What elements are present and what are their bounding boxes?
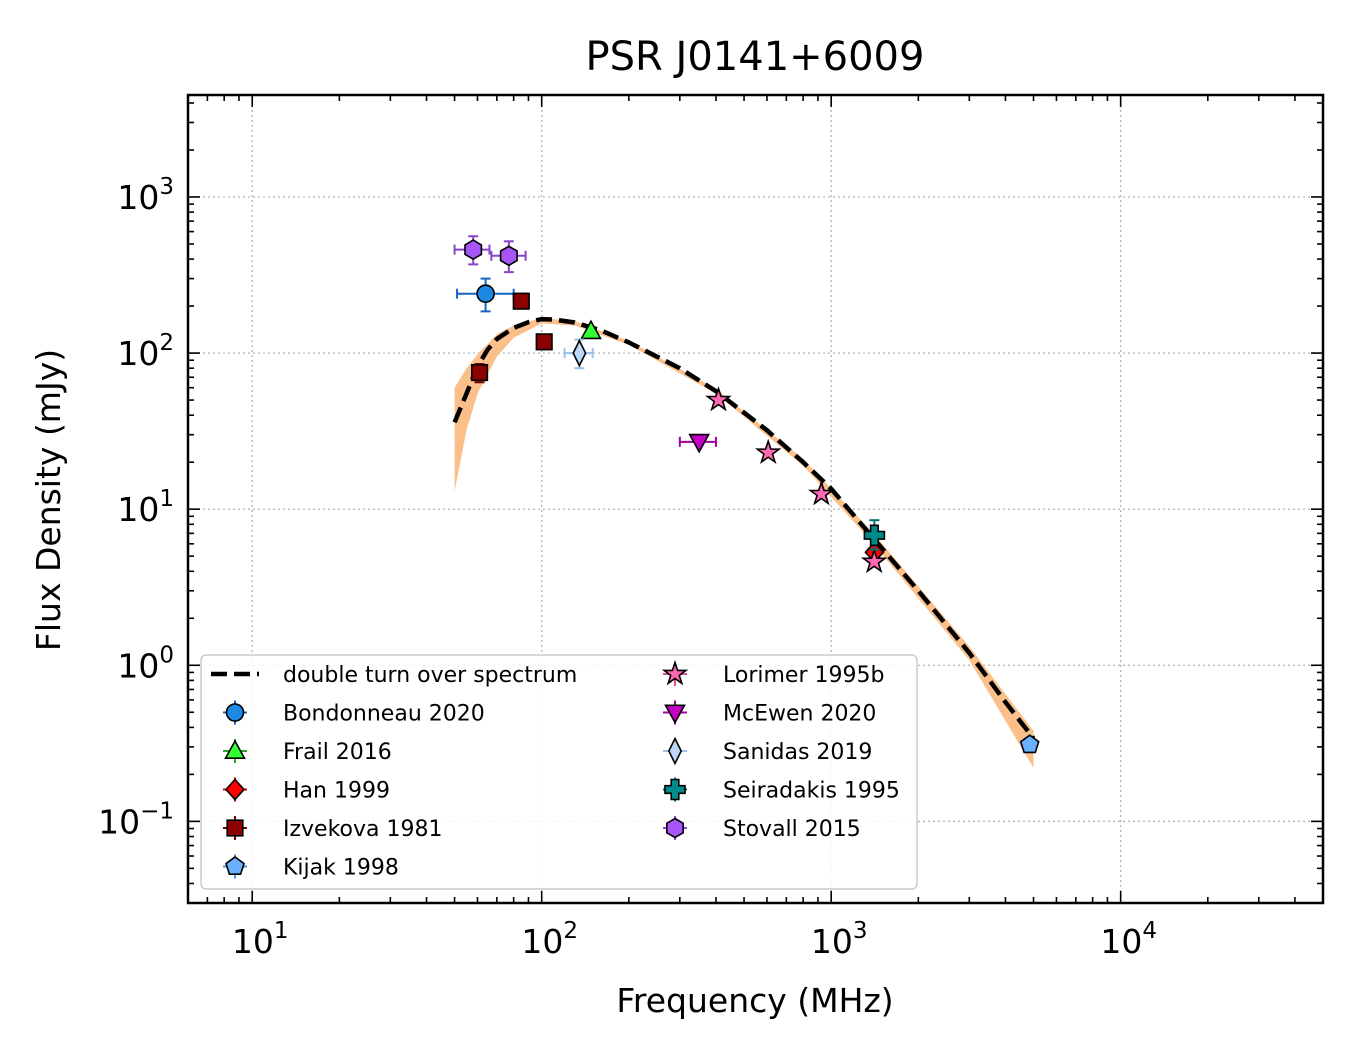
model-curve	[452, 316, 1036, 740]
legend-label: Lorimer 1995b	[723, 663, 884, 688]
data-point	[453, 235, 491, 266]
data-point	[754, 438, 782, 465]
y-tick-label: 101	[117, 486, 174, 529]
legend-entry: Bondonneau 2020	[223, 700, 485, 727]
legend-label: Bondonneau 2020	[283, 702, 485, 727]
data-point	[1019, 734, 1040, 754]
legend-marker	[226, 819, 244, 837]
legend-label: Stovall 2015	[723, 817, 861, 842]
legend-marker	[661, 659, 689, 686]
legend-entry: Han 1999	[223, 777, 390, 804]
data-marker	[860, 547, 888, 574]
legend-label: Seiradakis 1995	[723, 779, 900, 804]
data-marker	[863, 524, 886, 547]
legend-label: double turn over spectrum	[283, 663, 577, 688]
legend-label: Sanidas 2019	[723, 740, 872, 765]
legend-label: Han 1999	[283, 779, 390, 804]
model-curve-line	[452, 316, 1036, 740]
legend-entry: Stovall 2015	[663, 816, 861, 842]
legend-marker	[225, 856, 245, 876]
legend-box	[200, 654, 918, 890]
legend-entry: Seiradakis 1995	[663, 777, 900, 804]
plot-frame	[186, 93, 1325, 905]
data-point	[512, 292, 530, 310]
legend-marker	[225, 703, 245, 722]
data-point	[860, 547, 888, 574]
legend-label: Izvekova 1981	[283, 817, 443, 842]
data-marker	[470, 363, 489, 382]
axis-ticks	[187, 95, 1324, 904]
y-axis-label: Flux Density (mJy)	[29, 349, 68, 651]
legend-marker	[224, 739, 246, 760]
x-tick-label: 101	[232, 918, 289, 961]
data-point	[456, 277, 515, 313]
legend-entry: Kijak 1998	[223, 854, 399, 881]
y-tick-label: 103	[117, 174, 174, 217]
legend-marker	[667, 736, 683, 766]
x-tick-label: 102	[521, 918, 578, 961]
legend-label: McEwen 2020	[723, 702, 876, 727]
legend-label: Frail 2016	[283, 740, 392, 765]
y-tick-label: 10−1	[98, 798, 174, 841]
chart-title: PSR J0141+6009	[586, 34, 925, 80]
legend-entry: McEwen 2020	[663, 700, 876, 727]
grid	[188, 95, 1323, 903]
data-marker	[807, 479, 835, 506]
legend-marker	[664, 778, 686, 801]
data-point	[807, 479, 835, 506]
y-tick-label: 100	[117, 642, 174, 685]
data-marker	[464, 239, 483, 261]
data-point	[535, 333, 553, 351]
data-marker	[535, 333, 553, 351]
legend-marker	[664, 704, 686, 725]
data-marker	[572, 338, 587, 368]
x-tick-label: 104	[1100, 918, 1157, 961]
data-marker	[580, 319, 602, 340]
data-points	[453, 235, 1040, 754]
legend-label: Kijak 1998	[283, 856, 399, 881]
legend: double turn over spectrum Bondonneau 2020…	[200, 654, 918, 890]
legend-marker	[224, 778, 246, 801]
x-axis-label: Frequency (MHz)	[616, 981, 893, 1020]
legend-entry: double turn over spectrum	[211, 663, 577, 688]
tick-labels: 101 102 103 104 10−1 100 101 102 103	[98, 174, 1157, 961]
data-marker	[512, 292, 530, 310]
data-point	[863, 519, 886, 551]
legend-entry: Lorimer 1995b	[661, 659, 884, 688]
data-marker	[754, 438, 782, 465]
data-marker	[1019, 734, 1040, 754]
x-tick-label: 103	[811, 918, 868, 961]
data-marker	[705, 386, 732, 412]
data-point	[470, 363, 489, 384]
data-marker	[688, 433, 711, 454]
data-point	[580, 319, 602, 340]
legend-entry: Sanidas 2019	[663, 736, 872, 766]
data-point	[678, 433, 717, 454]
data-point	[705, 386, 732, 412]
data-marker	[499, 245, 518, 267]
legend-entry: Frail 2016	[223, 739, 392, 765]
data-point	[563, 338, 594, 370]
y-tick-label: 102	[117, 330, 174, 373]
data-marker	[476, 284, 495, 304]
legend-entry: Izvekova 1981	[223, 816, 443, 842]
data-point	[490, 240, 527, 274]
legend-marker	[665, 817, 685, 839]
